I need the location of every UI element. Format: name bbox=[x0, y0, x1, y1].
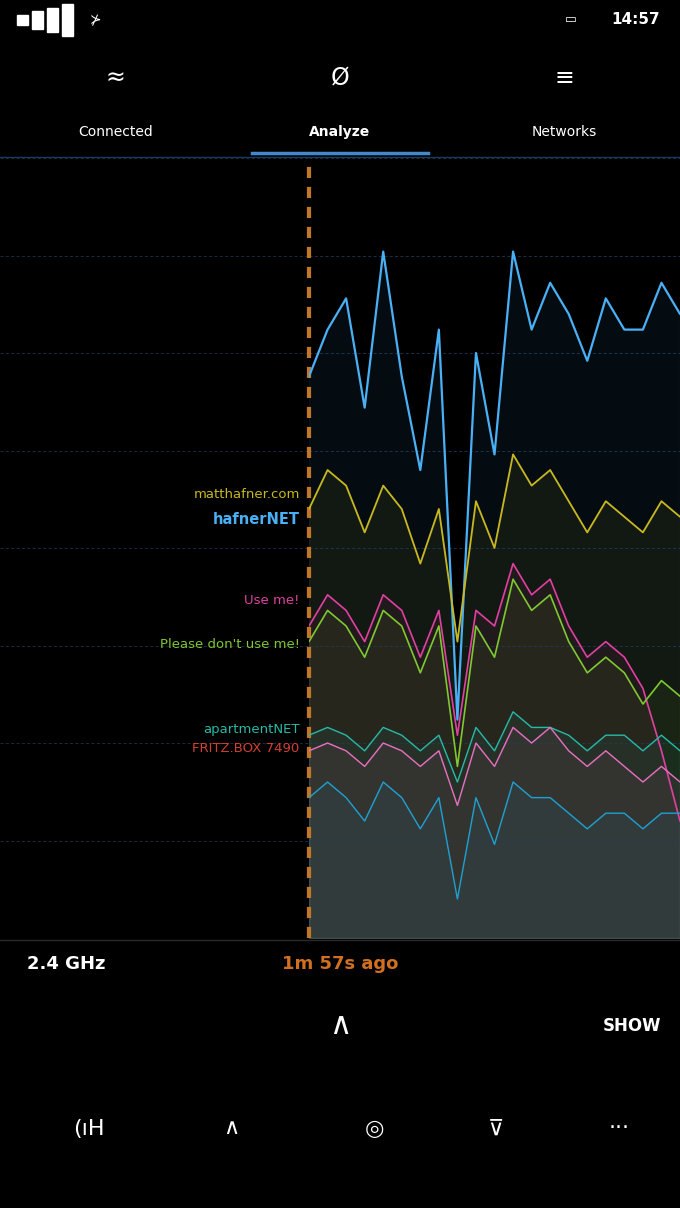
Text: ···: ··· bbox=[609, 1119, 629, 1138]
Text: ∧: ∧ bbox=[329, 1011, 351, 1040]
Text: SHOW: SHOW bbox=[603, 1017, 662, 1035]
Text: matthafner.com: matthafner.com bbox=[193, 488, 300, 501]
Text: Ø: Ø bbox=[330, 65, 350, 89]
Text: Please don't use me!: Please don't use me! bbox=[160, 639, 300, 651]
Text: ⊽: ⊽ bbox=[488, 1119, 505, 1138]
Text: Use me!: Use me! bbox=[244, 593, 300, 606]
Text: Connected: Connected bbox=[78, 126, 153, 139]
Text: 2.4 GHz: 2.4 GHz bbox=[27, 956, 105, 972]
Text: ⊁: ⊁ bbox=[89, 13, 101, 27]
Text: apartmentNET: apartmentNET bbox=[203, 724, 300, 737]
Text: hafnerNET: hafnerNET bbox=[213, 512, 300, 528]
Text: Analyze: Analyze bbox=[309, 126, 371, 139]
Text: 14:57: 14:57 bbox=[611, 12, 660, 27]
Bar bbox=[32, 11, 43, 29]
Text: (ıH: (ıH bbox=[73, 1119, 104, 1138]
Text: ∧: ∧ bbox=[223, 1119, 239, 1138]
Bar bbox=[47, 7, 58, 33]
Text: 1m 57s ago: 1m 57s ago bbox=[282, 956, 398, 972]
Text: ≡: ≡ bbox=[554, 65, 575, 89]
Text: Networks: Networks bbox=[532, 126, 597, 139]
Text: ≈: ≈ bbox=[105, 65, 126, 89]
Text: ▭: ▭ bbox=[565, 13, 577, 25]
Text: ◎: ◎ bbox=[364, 1119, 384, 1138]
Bar bbox=[62, 4, 73, 36]
Bar bbox=[17, 14, 28, 25]
Text: FRITZ.BOX 7490: FRITZ.BOX 7490 bbox=[192, 742, 300, 755]
